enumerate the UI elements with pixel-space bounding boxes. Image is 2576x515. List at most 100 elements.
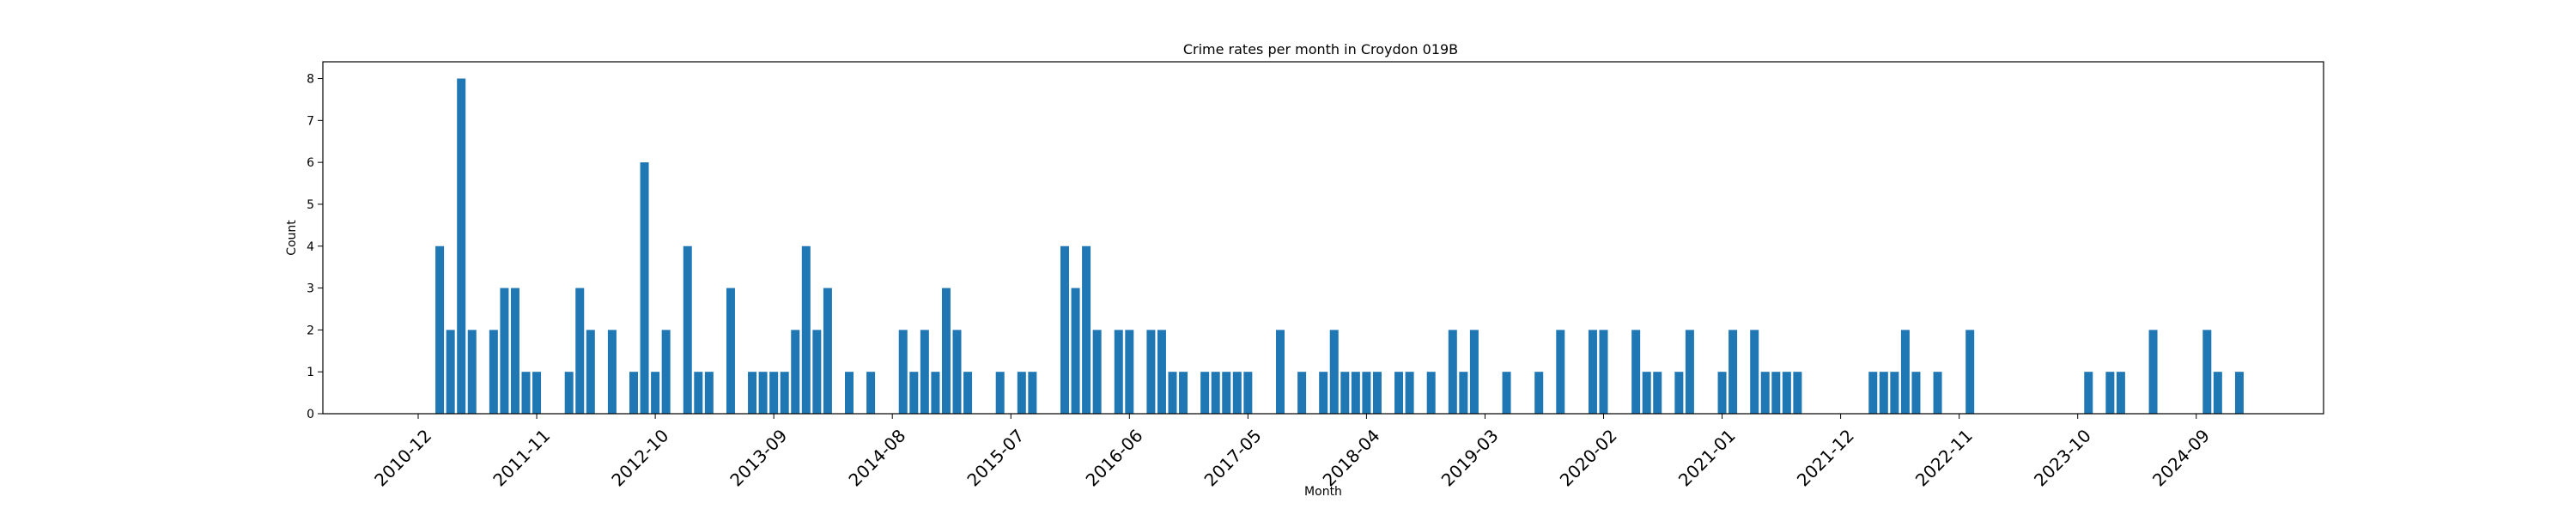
y-axis: 0 1 2 3 4 5 6 7 8 (307, 73, 323, 421)
y-tick-label: 0 (307, 408, 314, 421)
x-tick-label: 2022-11 (1911, 425, 1977, 490)
bar-2014-12 (931, 372, 940, 414)
bar-2016-05 (1114, 330, 1123, 414)
bar-2022-09 (1933, 372, 1942, 414)
bar-2019-05 (1502, 372, 1511, 414)
bar-2013-07 (748, 372, 757, 414)
bar-2012-11 (661, 330, 671, 414)
x-tick-label: 2010-12 (370, 425, 435, 490)
bar-2017-04 (1232, 372, 1242, 414)
bar-2020-02 (1599, 330, 1608, 414)
x-tick-label: 2014-08 (844, 425, 909, 490)
bar-2018-08 (1405, 372, 1414, 414)
bar-2019-08 (1534, 372, 1544, 414)
bar-2016-01 (1071, 288, 1080, 414)
bar-2013-09 (769, 372, 779, 414)
bar-2011-04 (457, 78, 466, 415)
bar-2017-03 (1222, 372, 1231, 414)
bar-2020-09 (1674, 372, 1684, 414)
bar-2020-05 (1631, 330, 1641, 414)
bar-2018-12 (1448, 330, 1457, 414)
bar-2013-08 (758, 372, 768, 414)
y-axis-label: Count (285, 220, 299, 256)
bar-2015-02 (952, 330, 962, 414)
x-tick-label: 2016-06 (1082, 425, 1147, 490)
bar-2011-09 (510, 288, 519, 414)
bar-2011-02 (435, 245, 445, 414)
chart-title: Crime rates per month in Croydon 019B (1183, 41, 1458, 58)
bar-2022-07 (1911, 372, 1921, 414)
x-tick-label: 2023-10 (2030, 425, 2095, 490)
bar-2013-11 (791, 330, 800, 414)
x-tick-label: 2021-12 (1793, 425, 1858, 490)
bar-2024-01 (2105, 372, 2115, 414)
bar-2015-03 (963, 372, 973, 414)
bar-2013-10 (780, 372, 789, 414)
bar-2022-04 (1879, 372, 1888, 414)
bar-2011-03 (446, 330, 455, 414)
bar-2014-10 (909, 372, 919, 414)
bar-2023-11 (2084, 372, 2093, 414)
bar-2014-09 (898, 330, 908, 414)
x-tick-label: 2018-04 (1319, 425, 1384, 490)
bar-2024-05 (2148, 330, 2158, 414)
bar-2017-08 (1276, 330, 1285, 414)
bar-2022-03 (1868, 372, 1878, 414)
bar-2021-08 (1793, 372, 1802, 414)
bar-2013-05 (726, 288, 735, 414)
x-tick-label: 2020-02 (1556, 425, 1621, 490)
bar-2021-02 (1728, 330, 1738, 414)
bar-2018-07 (1394, 372, 1404, 414)
x-axis-label: Month (1304, 485, 1342, 499)
bar-2024-10 (2202, 330, 2212, 414)
bar-2021-04 (1750, 330, 1759, 414)
bar-2020-06 (1642, 372, 1651, 414)
bar-2018-01 (1329, 330, 1339, 414)
bar-2024-11 (2213, 372, 2222, 414)
bar-2015-06 (995, 372, 1005, 414)
bar-2018-04 (1362, 372, 1371, 414)
bar-2020-07 (1653, 372, 1662, 414)
bar-2016-06 (1125, 330, 1134, 414)
y-tick-label: 5 (307, 198, 314, 212)
bar-2016-09 (1157, 330, 1166, 414)
bar-2015-01 (941, 288, 951, 414)
bar-2013-03 (704, 372, 714, 414)
bar-2016-02 (1082, 245, 1091, 414)
bar-2018-10 (1426, 372, 1436, 414)
x-tick-label: 2012-10 (607, 425, 672, 490)
bar-2011-07 (489, 330, 498, 414)
bar-2024-02 (2116, 372, 2125, 414)
bar-2015-09 (1028, 372, 1037, 414)
x-tick-label: 2024-09 (2148, 425, 2214, 490)
bar-2021-05 (1760, 372, 1770, 414)
bar-2014-02 (823, 288, 832, 414)
bar-2021-01 (1717, 372, 1727, 414)
plot-area-frame (322, 61, 2324, 415)
x-axis: 2010-12 2011-11 2012-10 2013-09 2014-08 2015-… (370, 414, 2214, 490)
bar-2017-12 (1319, 372, 1328, 414)
y-tick-label: 1 (307, 366, 314, 379)
bar-2015-08 (1017, 372, 1026, 414)
bar-2017-01 (1200, 372, 1210, 414)
bar-2012-04 (586, 330, 595, 414)
bar-2017-10 (1297, 372, 1307, 414)
bar-2019-01 (1459, 372, 1468, 414)
y-tick-label: 7 (307, 114, 314, 128)
bar-2014-11 (920, 330, 929, 414)
bar-2011-11 (532, 372, 542, 414)
bar-2013-12 (801, 245, 811, 414)
bar-2017-05 (1243, 372, 1253, 414)
bar-2025-01 (2234, 372, 2244, 414)
y-tick-label: 3 (307, 282, 314, 296)
x-tick-label: 2011-11 (489, 425, 554, 490)
bar-2011-08 (500, 288, 509, 414)
bar-2021-06 (1771, 372, 1781, 414)
x-tick-label: 2019-03 (1437, 425, 1503, 490)
y-tick-label: 8 (307, 73, 314, 87)
x-tick-label: 2017-05 (1200, 425, 1266, 490)
bar-2019-02 (1469, 330, 1479, 414)
bar-2016-10 (1168, 372, 1177, 414)
bar-2020-01 (1588, 330, 1597, 414)
